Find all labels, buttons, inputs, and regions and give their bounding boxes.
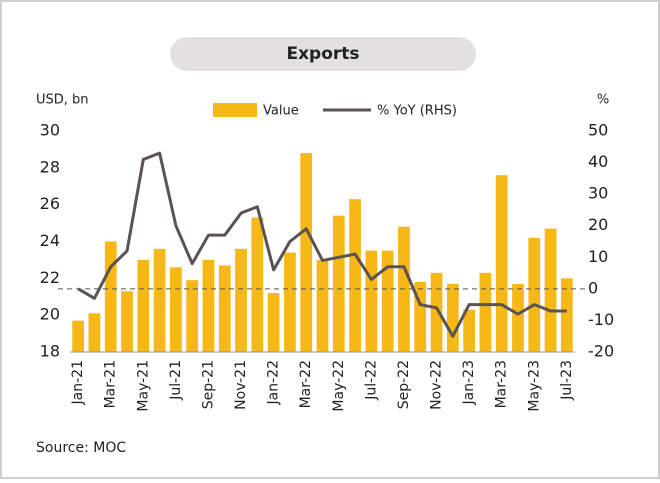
y2-tick-label: 40 bbox=[588, 152, 608, 171]
bar bbox=[414, 282, 427, 352]
bar bbox=[512, 283, 524, 352]
x-tick-label: Jan-23 bbox=[461, 360, 477, 405]
legend-label: % YoY (RHS) bbox=[377, 104, 457, 119]
bar bbox=[398, 226, 410, 352]
bar bbox=[170, 267, 182, 352]
x-tick-label: Mar-23 bbox=[494, 360, 510, 408]
bar bbox=[121, 291, 133, 352]
title-pill bbox=[170, 37, 476, 71]
bar bbox=[300, 153, 313, 352]
y2-tick-label: 20 bbox=[588, 215, 608, 234]
y2-tick-label: -20 bbox=[588, 342, 614, 361]
x-tick-label: Jan-22 bbox=[266, 360, 282, 405]
bar bbox=[446, 283, 459, 352]
bar bbox=[153, 248, 166, 352]
bar bbox=[104, 241, 117, 352]
chart-title: Exports bbox=[286, 44, 359, 64]
y2-tick-label: 30 bbox=[588, 184, 608, 203]
y-tick-label: 26 bbox=[40, 194, 60, 213]
bar bbox=[218, 265, 231, 352]
bar bbox=[202, 259, 215, 352]
bar bbox=[479, 272, 492, 352]
bar bbox=[430, 272, 443, 352]
y-tick-label: 28 bbox=[40, 157, 60, 176]
bar bbox=[463, 309, 475, 352]
x-tick-label: Mar-22 bbox=[298, 360, 314, 408]
bar bbox=[88, 313, 101, 352]
legend-swatch bbox=[213, 103, 257, 117]
bar bbox=[365, 250, 378, 352]
y-tick-label: 20 bbox=[40, 305, 60, 324]
y2-tick-label: 0 bbox=[588, 278, 598, 297]
line bbox=[77, 151, 567, 338]
y2-tick-label: 10 bbox=[588, 247, 608, 266]
y2-tick-label: -10 bbox=[588, 310, 614, 329]
bar bbox=[284, 252, 296, 352]
x-tick-label: May-23 bbox=[526, 360, 542, 412]
bar bbox=[381, 250, 394, 352]
bar bbox=[267, 293, 280, 352]
x-tick-label: Jul-22 bbox=[363, 360, 379, 401]
x-tick-label: Sep-22 bbox=[396, 360, 412, 409]
bar bbox=[72, 320, 85, 352]
source: Source: MOC bbox=[36, 440, 126, 456]
bar bbox=[251, 217, 264, 352]
bar bbox=[332, 215, 345, 352]
bar bbox=[349, 199, 361, 352]
bar bbox=[235, 248, 247, 352]
y-tick-label: 22 bbox=[40, 268, 60, 287]
bar bbox=[316, 259, 329, 352]
y2-axis-label: % bbox=[597, 93, 609, 108]
x-tick-label: Nov-22 bbox=[429, 360, 445, 410]
x-tick-label: Jul-21 bbox=[168, 360, 184, 401]
y-tick-label: 18 bbox=[40, 342, 60, 361]
x-tick-label: May-21 bbox=[135, 360, 151, 412]
x-tick-label: Jul-23 bbox=[559, 360, 575, 401]
y-axis-label: USD, bn bbox=[36, 93, 89, 108]
legend-label: Value bbox=[263, 104, 299, 119]
x-tick-label: Jan-21 bbox=[70, 360, 86, 405]
bar bbox=[560, 278, 573, 352]
x-tick-label: Sep-21 bbox=[200, 360, 216, 409]
bar bbox=[495, 175, 508, 352]
bar bbox=[544, 228, 557, 352]
x-tick-label: May-22 bbox=[331, 360, 347, 412]
y-tick-label: 30 bbox=[40, 121, 60, 140]
bar bbox=[528, 237, 541, 352]
x-tick-label: Mar-21 bbox=[103, 360, 119, 408]
bar bbox=[186, 280, 199, 352]
bar bbox=[137, 259, 150, 352]
y-tick-label: 24 bbox=[40, 231, 60, 250]
y2-tick-label: 50 bbox=[588, 121, 608, 140]
x-tick-label: Nov-21 bbox=[233, 360, 249, 410]
